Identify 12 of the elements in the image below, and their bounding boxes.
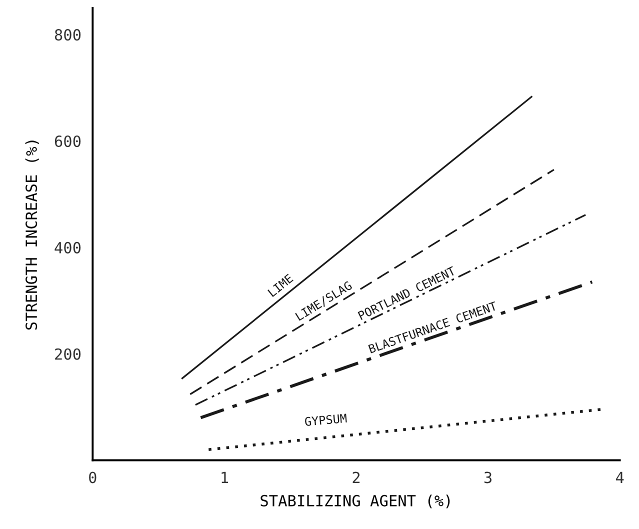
y-tick-label: 200 — [55, 348, 81, 360]
x-tick-label: 2 — [352, 472, 360, 484]
y-tick-label: 400 — [54, 242, 81, 254]
y-tick-label: 600 — [54, 135, 81, 148]
series-label: GYPSUM — [304, 414, 347, 426]
x-tick-label: 4 — [616, 472, 624, 484]
y-tick-label: 800 — [54, 29, 81, 41]
x-tick-label: 1 — [222, 472, 228, 484]
y-axis-title: STRENGTH INCREASE (%) — [25, 140, 39, 330]
x-tick-label: 0 — [89, 472, 96, 484]
x-tick-label: 3 — [484, 472, 492, 484]
x-axis-title: STABILIZING AGENT (%) — [260, 494, 450, 508]
